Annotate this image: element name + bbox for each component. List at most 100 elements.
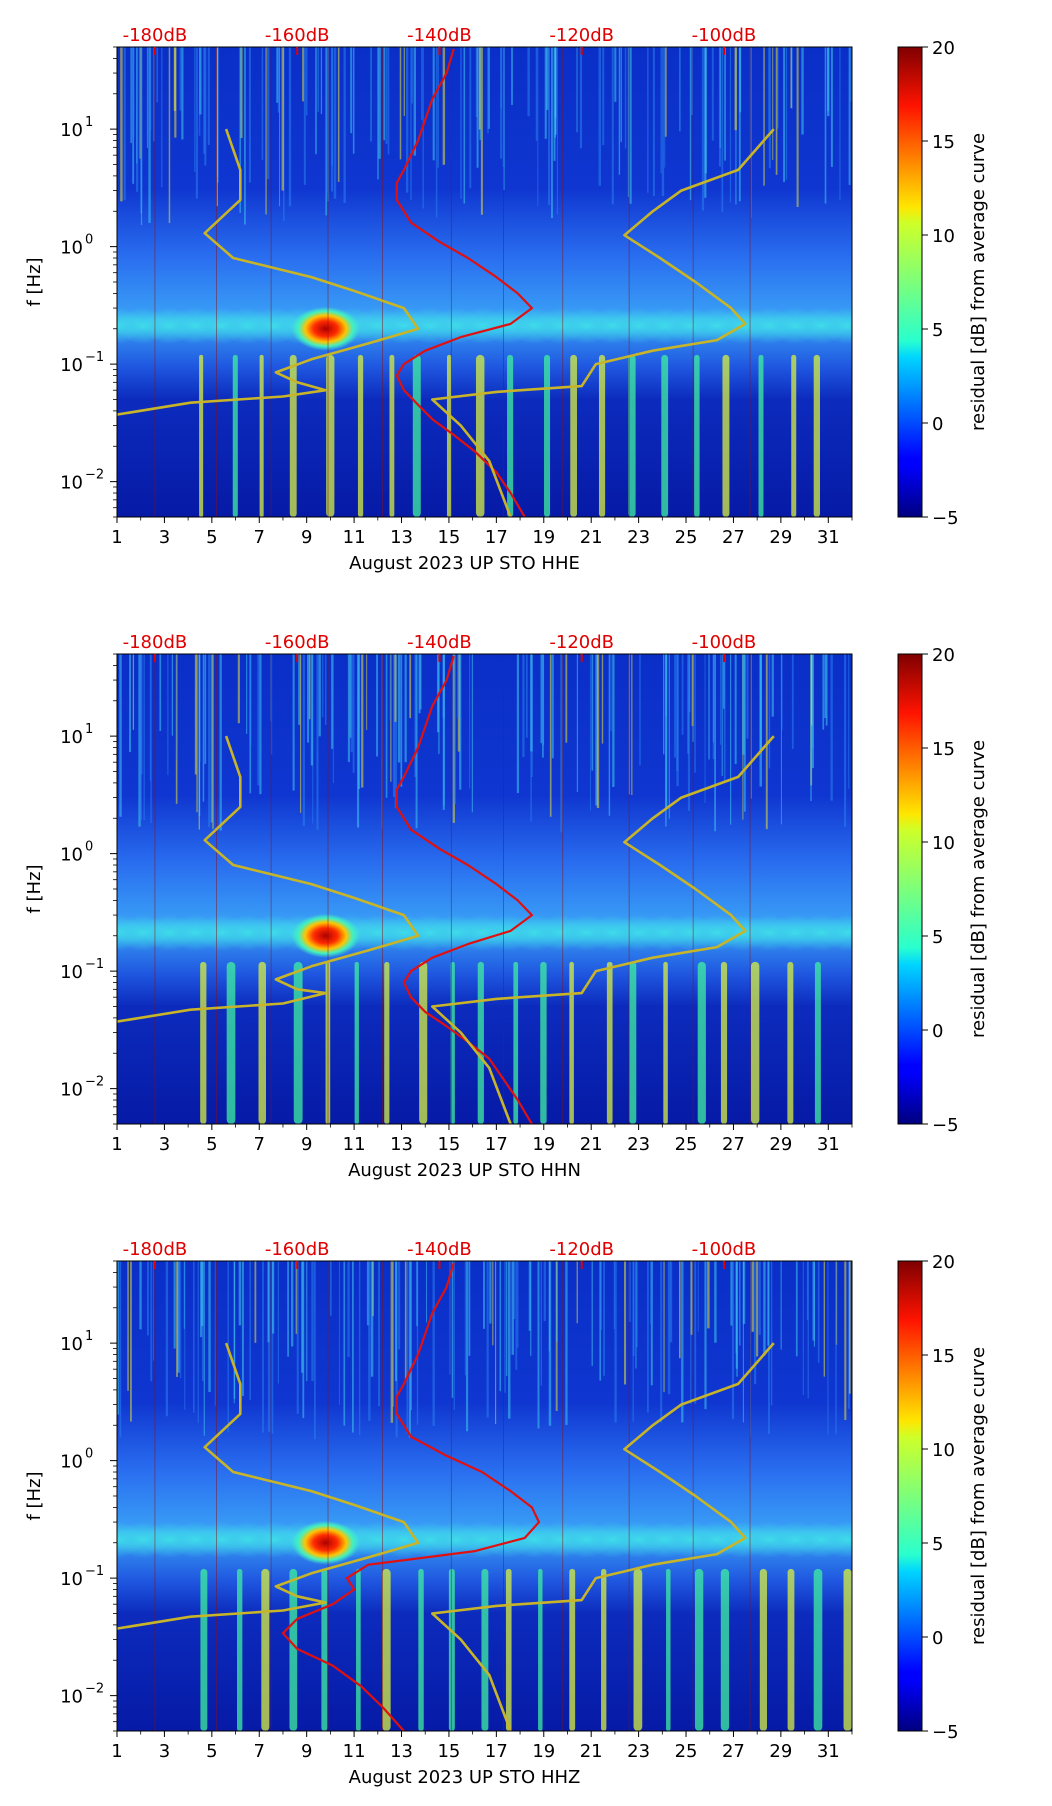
x-tick-label: 3 (159, 1134, 170, 1155)
noise-streak (370, 1261, 374, 1377)
noise-streak (349, 654, 352, 738)
noise-streak (150, 654, 152, 823)
noise-streak (664, 47, 667, 137)
noise-streak (613, 1261, 615, 1330)
transient-stripe (759, 1568, 767, 1731)
noise-streak (254, 1261, 257, 1343)
noise-streak (848, 47, 851, 185)
noise-streak (844, 1261, 847, 1421)
noise-streak (734, 47, 737, 131)
noise-streak (385, 654, 388, 798)
noise-streak (530, 654, 533, 752)
db-axis-label: -180dB (123, 1239, 188, 1260)
noise-model-curve (430, 1342, 775, 1731)
noise-streak (556, 47, 558, 215)
noise-streak (267, 1261, 270, 1343)
noise-streak (397, 654, 401, 763)
noise-streak (663, 1261, 665, 1393)
noise-streak (768, 654, 771, 769)
noise-streak (311, 1261, 314, 1382)
noise-streak (608, 654, 611, 816)
noise-streak (511, 1261, 514, 1355)
noise-streak (457, 654, 461, 752)
noise-streak (184, 1261, 186, 1410)
noise-streak (463, 47, 466, 204)
noise-streak (734, 654, 737, 765)
noise-streak (320, 47, 323, 114)
noise-streak (404, 654, 407, 763)
noise-streak (662, 654, 665, 755)
noise-streak (469, 47, 472, 189)
noise-streak (544, 47, 547, 139)
noise-streak (351, 1261, 354, 1433)
noise-streak (306, 654, 310, 743)
colorbar-tick-label: 5 (932, 320, 943, 341)
y-tick-exponent: 1 (85, 115, 93, 130)
noise-streak (398, 1261, 401, 1350)
noise-streak (179, 47, 182, 111)
transient-stripe (569, 961, 574, 1124)
noise-streak (775, 47, 778, 175)
noise-streak (356, 654, 360, 828)
noise-streak (276, 47, 279, 103)
noise-streak (711, 47, 714, 141)
noise-streak (302, 1261, 305, 1419)
transient-stripe (722, 354, 730, 517)
x-tick-label: 21 (580, 527, 603, 548)
transient-stripe (356, 1568, 361, 1731)
noise-streak (156, 47, 159, 103)
colorbar-label: residual [dB] from average curve (968, 1347, 989, 1645)
noise-streak (691, 47, 693, 116)
noise-streak (288, 47, 292, 207)
noise-streak (180, 1261, 182, 1379)
x-tick-label: 13 (390, 1741, 413, 1762)
noise-streak (249, 654, 252, 747)
y-tick-exponent: −1 (85, 350, 104, 365)
noise-streak (136, 47, 139, 192)
noise-streak (848, 654, 850, 789)
noise-streak (796, 47, 799, 207)
noise-streak (850, 47, 852, 102)
noise-streak (176, 1261, 178, 1377)
noise-streak (486, 1261, 489, 1418)
noise-streak (628, 1261, 631, 1323)
colorbar (897, 46, 923, 518)
x-tick-label: 19 (532, 1741, 555, 1762)
noise-streak (329, 1261, 332, 1316)
noise-streak (827, 47, 829, 112)
noise-streak (750, 1261, 752, 1437)
x-tick-label: 21 (580, 1741, 603, 1762)
noise-streak (601, 654, 604, 744)
noise-streak (333, 47, 337, 199)
noise-streak (848, 1261, 851, 1394)
x-tick-label: 11 (343, 527, 366, 548)
noise-streak (165, 1261, 169, 1417)
noise-streak (721, 654, 723, 776)
noise-streak (419, 654, 422, 710)
noise-streak (249, 1261, 251, 1401)
noise-streak (691, 654, 694, 726)
noise-streak (537, 47, 539, 206)
noise-streak (361, 654, 364, 788)
x-tick-label: 5 (206, 1741, 217, 1762)
noise-streak (406, 1261, 409, 1434)
db-axis-label: -180dB (123, 632, 188, 653)
noise-streak (749, 47, 752, 155)
noise-streak (543, 1261, 546, 1322)
noise-streak (551, 47, 553, 218)
noise-streak (296, 1261, 299, 1414)
y-tick-exponent: 0 (85, 1447, 93, 1462)
noise-streak (305, 47, 308, 116)
noise-streak (661, 47, 665, 197)
noise-streak (350, 654, 353, 753)
noise-model-curve (117, 735, 420, 1023)
noise-streak (595, 654, 597, 741)
noise-streak (576, 47, 578, 133)
transient-stripe (720, 961, 728, 1124)
noise-streak (394, 654, 398, 809)
noise-streak (687, 654, 690, 811)
noise-streak (378, 1261, 380, 1407)
noise-streak (409, 1261, 412, 1410)
noise-streak (576, 1261, 578, 1324)
